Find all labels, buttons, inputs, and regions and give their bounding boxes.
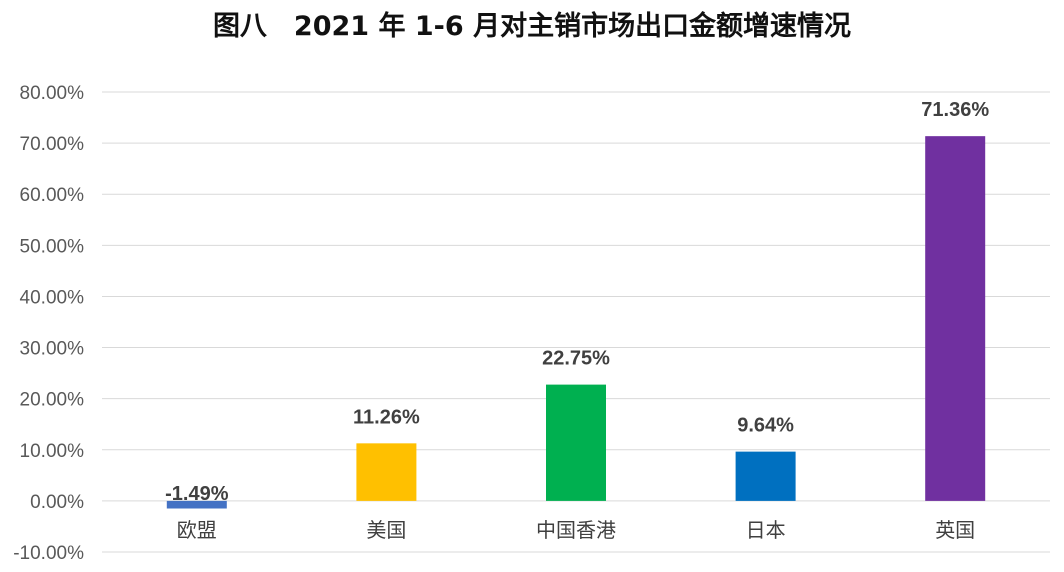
x-category-label: 欧盟 xyxy=(177,518,217,542)
y-tick-label: 70.00% xyxy=(20,134,85,155)
y-tick-label: 20.00% xyxy=(20,390,85,411)
data-label: 9.64% xyxy=(737,415,794,437)
data-labels: -1.49% 11.26% 22.75% 9.64% 71.36% xyxy=(165,99,989,505)
bar xyxy=(356,443,417,501)
bar xyxy=(925,136,986,501)
bar xyxy=(166,500,227,509)
y-tick-label: 80.00% xyxy=(20,83,85,104)
y-tick-label: 40.00% xyxy=(20,287,85,308)
data-label: 22.75% xyxy=(542,348,610,370)
y-tick-label: 30.00% xyxy=(20,339,85,360)
y-tick-label: 0.00% xyxy=(30,492,84,513)
x-category-label: 中国香港 xyxy=(536,518,616,542)
x-category-label: 日本 xyxy=(746,518,786,542)
data-label: 11.26% xyxy=(353,406,420,428)
x-category-label: 英国 xyxy=(935,518,975,542)
y-tick-label: -10.00% xyxy=(13,543,84,564)
bars xyxy=(166,136,986,509)
chart-title: 图八 2021 年 1-6 月对主销市场出口金额增速情况 xyxy=(212,11,852,42)
bar xyxy=(735,451,796,501)
y-axis-tick-labels: 80.00% 70.00% 60.00% 50.00% 40.00% 30.00% 20.0… xyxy=(13,83,84,564)
data-label: -1.49% xyxy=(165,483,229,505)
y-tick-label: 60.00% xyxy=(20,185,85,206)
y-tick-label: 10.00% xyxy=(20,441,85,462)
x-category-label: 美国 xyxy=(366,518,406,542)
x-axis-category-labels: 欧盟 美国 中国香港 日本 英国 xyxy=(177,518,975,542)
data-label: 71.36% xyxy=(921,99,989,121)
y-tick-label: 50.00% xyxy=(20,236,85,257)
bar xyxy=(546,384,606,501)
